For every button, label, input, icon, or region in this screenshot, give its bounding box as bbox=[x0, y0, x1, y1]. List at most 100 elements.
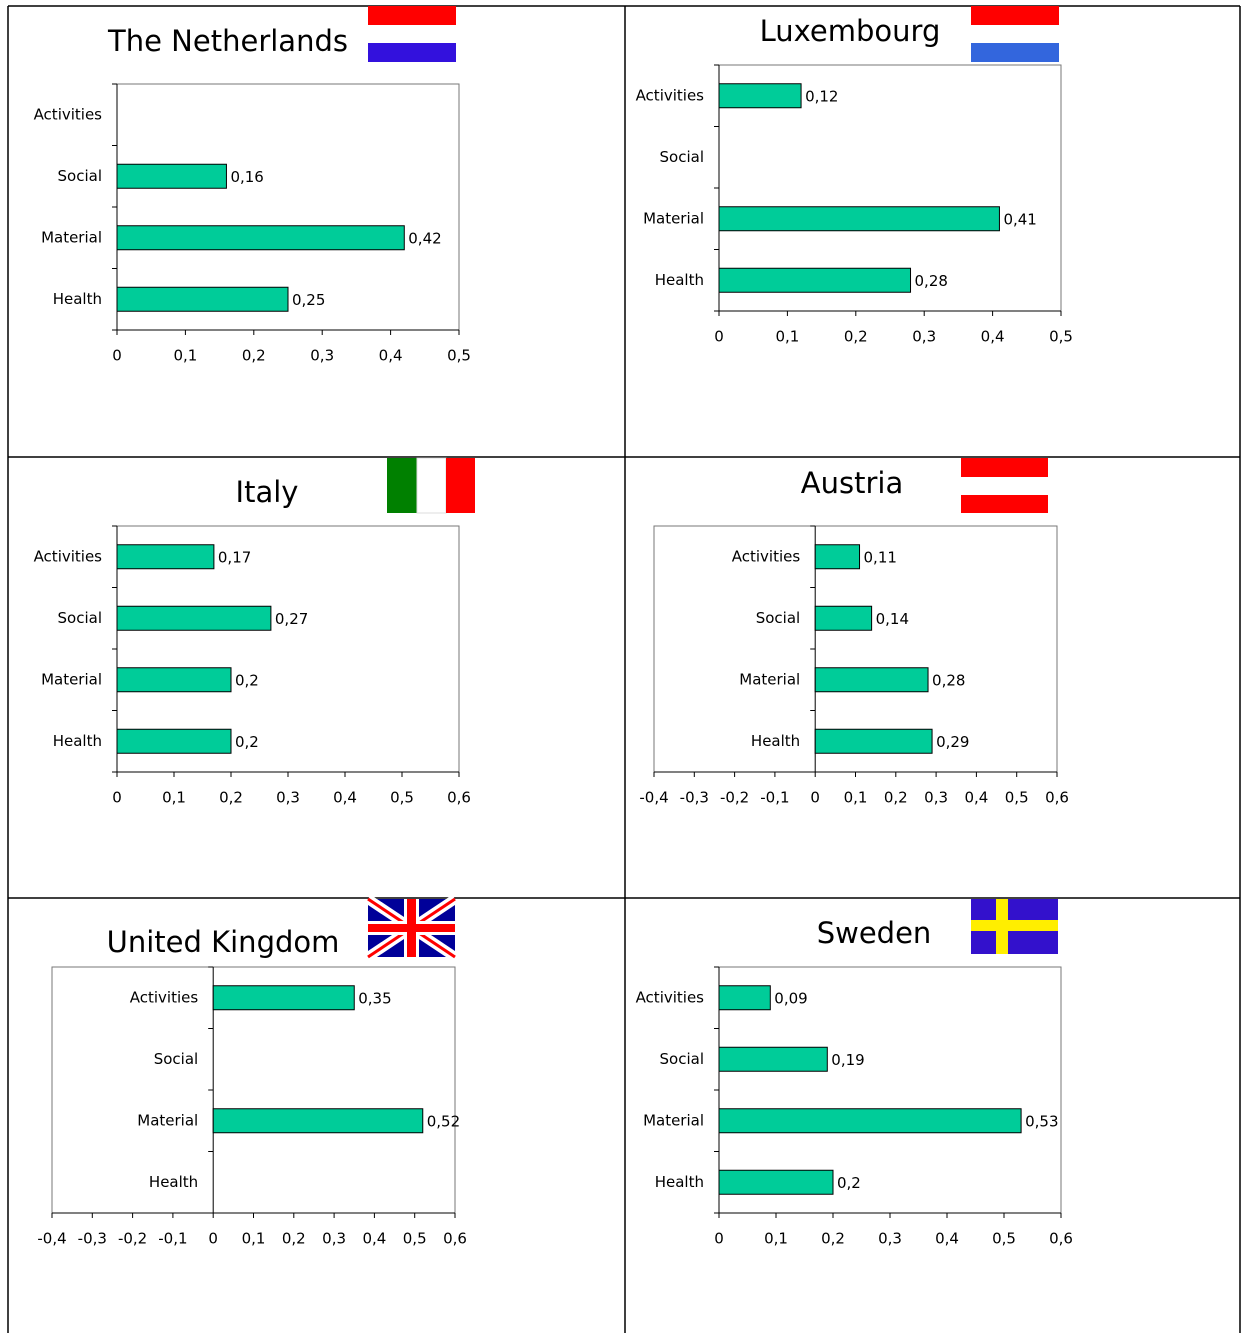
x-tick-label: -0,1 bbox=[760, 789, 789, 807]
category-label: Activities bbox=[636, 988, 705, 1006]
chart: United Kingdom -0,4 -0,3 -0,2 -0,1 0 0,1 0,2 0,3… bbox=[37, 925, 467, 1248]
x-tick-label: 0,3 bbox=[878, 1230, 902, 1248]
category-label: Health bbox=[53, 290, 102, 308]
flag-netherlands bbox=[368, 6, 456, 62]
value-label: 0,28 bbox=[915, 272, 948, 290]
flag-luxembourg bbox=[971, 6, 1059, 62]
x-tick-label: 0,5 bbox=[390, 789, 414, 807]
value-label: 0,16 bbox=[230, 168, 263, 186]
x-tick-label: 0,2 bbox=[844, 328, 868, 346]
value-label: 0,29 bbox=[936, 733, 969, 751]
x-tick-label: 0,1 bbox=[844, 789, 868, 807]
chart: Italy 0 0,1 0,2 0,3 0,4 0,5 0,6 Activities 0,17 So… bbox=[34, 475, 471, 807]
x-tick-label: 0,4 bbox=[981, 328, 1005, 346]
x-tick-label: 0,5 bbox=[447, 347, 471, 365]
category-label: Material bbox=[643, 209, 704, 227]
bar bbox=[212, 985, 355, 1011]
x-tick-label: 0,5 bbox=[1049, 328, 1073, 346]
x-tick-label: 0,4 bbox=[964, 789, 988, 807]
value-label: 0,35 bbox=[358, 989, 391, 1007]
x-tick-label: 0,1 bbox=[764, 1230, 788, 1248]
flag-austria bbox=[961, 458, 1048, 513]
x-tick-label: 0,2 bbox=[242, 347, 266, 365]
x-tick-label: 0,3 bbox=[924, 789, 948, 807]
value-label: 0,41 bbox=[1003, 210, 1036, 228]
bar bbox=[814, 667, 929, 693]
category-label: Material bbox=[41, 228, 102, 246]
bar bbox=[116, 225, 405, 251]
x-tick-label: -0,2 bbox=[720, 789, 749, 807]
x-tick-label: 0,6 bbox=[1045, 789, 1069, 807]
bar bbox=[116, 286, 289, 312]
bar bbox=[212, 1108, 424, 1134]
category-label: Social bbox=[58, 167, 102, 185]
category-label: Social bbox=[58, 609, 102, 627]
chart-title: Austria bbox=[801, 466, 903, 500]
x-tick-label: 0,1 bbox=[242, 1230, 266, 1248]
chart-title: Sweden bbox=[817, 916, 932, 950]
value-label: 0,2 bbox=[235, 671, 259, 689]
chart: Luxembourg 0 0,1 0,2 0,3 0,4 0,5 Activities 0,12… bbox=[636, 14, 1073, 346]
chart: The Netherlands 0 0,1 0,2 0,3 0,4 0,5 Activitie… bbox=[34, 24, 471, 365]
x-tick-label: -0,4 bbox=[37, 1230, 66, 1248]
category-label: Social bbox=[660, 1050, 704, 1068]
x-tick-label: 0,1 bbox=[162, 789, 186, 807]
value-label: 0,2 bbox=[837, 1174, 861, 1192]
x-tick-label: 0,2 bbox=[282, 1230, 306, 1248]
x-tick-label: 0,3 bbox=[912, 328, 936, 346]
chart-title: The Netherlands bbox=[107, 24, 348, 58]
x-tick-label: 0,3 bbox=[322, 1230, 346, 1248]
x-tick-label: 0,2 bbox=[219, 789, 243, 807]
bar bbox=[718, 1169, 834, 1195]
category-label: Activities bbox=[130, 988, 199, 1006]
value-label: 0,28 bbox=[932, 671, 965, 689]
x-tick-label: -0,3 bbox=[78, 1230, 107, 1248]
x-tick-label: 0,2 bbox=[821, 1230, 845, 1248]
value-label: 0,09 bbox=[774, 989, 807, 1007]
bar bbox=[718, 1046, 828, 1072]
category-label: Material bbox=[137, 1111, 198, 1129]
category-label: Social bbox=[660, 148, 704, 166]
category-label: Activities bbox=[34, 547, 103, 565]
value-label: 0,17 bbox=[218, 548, 251, 566]
bar bbox=[718, 83, 802, 109]
chart-title: Luxembourg bbox=[760, 14, 941, 48]
value-label: 0,53 bbox=[1025, 1112, 1058, 1130]
bar bbox=[116, 163, 227, 189]
chart-title: Italy bbox=[236, 475, 299, 509]
x-tick-label: 0,6 bbox=[1049, 1230, 1073, 1248]
category-label: Activities bbox=[732, 547, 801, 565]
bar bbox=[814, 605, 873, 631]
x-tick-label: 0,4 bbox=[935, 1230, 959, 1248]
flag-uk bbox=[365, 894, 458, 962]
category-label: Material bbox=[739, 670, 800, 688]
bar bbox=[116, 605, 272, 631]
value-label: 0,14 bbox=[876, 610, 909, 628]
category-label: Health bbox=[751, 732, 800, 750]
flag-italy bbox=[387, 457, 475, 514]
x-tick-label: 0 bbox=[714, 328, 724, 346]
x-tick-label: 0 bbox=[714, 1230, 724, 1248]
x-tick-label: 0,5 bbox=[403, 1230, 427, 1248]
x-tick-label: -0,4 bbox=[639, 789, 668, 807]
x-tick-label: -0,2 bbox=[118, 1230, 147, 1248]
bar bbox=[718, 985, 771, 1011]
category-label: Material bbox=[643, 1111, 704, 1129]
x-tick-label: 0,4 bbox=[379, 347, 403, 365]
chart: Austria -0,4 -0,3 -0,2 -0,1 0 0,1 0,2 0,3 0,4 0,5 0… bbox=[639, 466, 1069, 807]
category-label: Health bbox=[655, 271, 704, 289]
x-tick-label: 0,3 bbox=[310, 347, 334, 365]
bar bbox=[814, 544, 861, 570]
category-label: Health bbox=[53, 732, 102, 750]
category-label: Health bbox=[149, 1173, 198, 1191]
x-tick-label: 0 bbox=[112, 347, 122, 365]
value-label: 0,2 bbox=[235, 733, 259, 751]
value-label: 0,52 bbox=[427, 1112, 460, 1130]
x-tick-label: 0,4 bbox=[333, 789, 357, 807]
category-label: Health bbox=[655, 1173, 704, 1191]
category-label: Activities bbox=[34, 105, 103, 123]
x-tick-label: 0,2 bbox=[884, 789, 908, 807]
bar bbox=[116, 667, 232, 693]
